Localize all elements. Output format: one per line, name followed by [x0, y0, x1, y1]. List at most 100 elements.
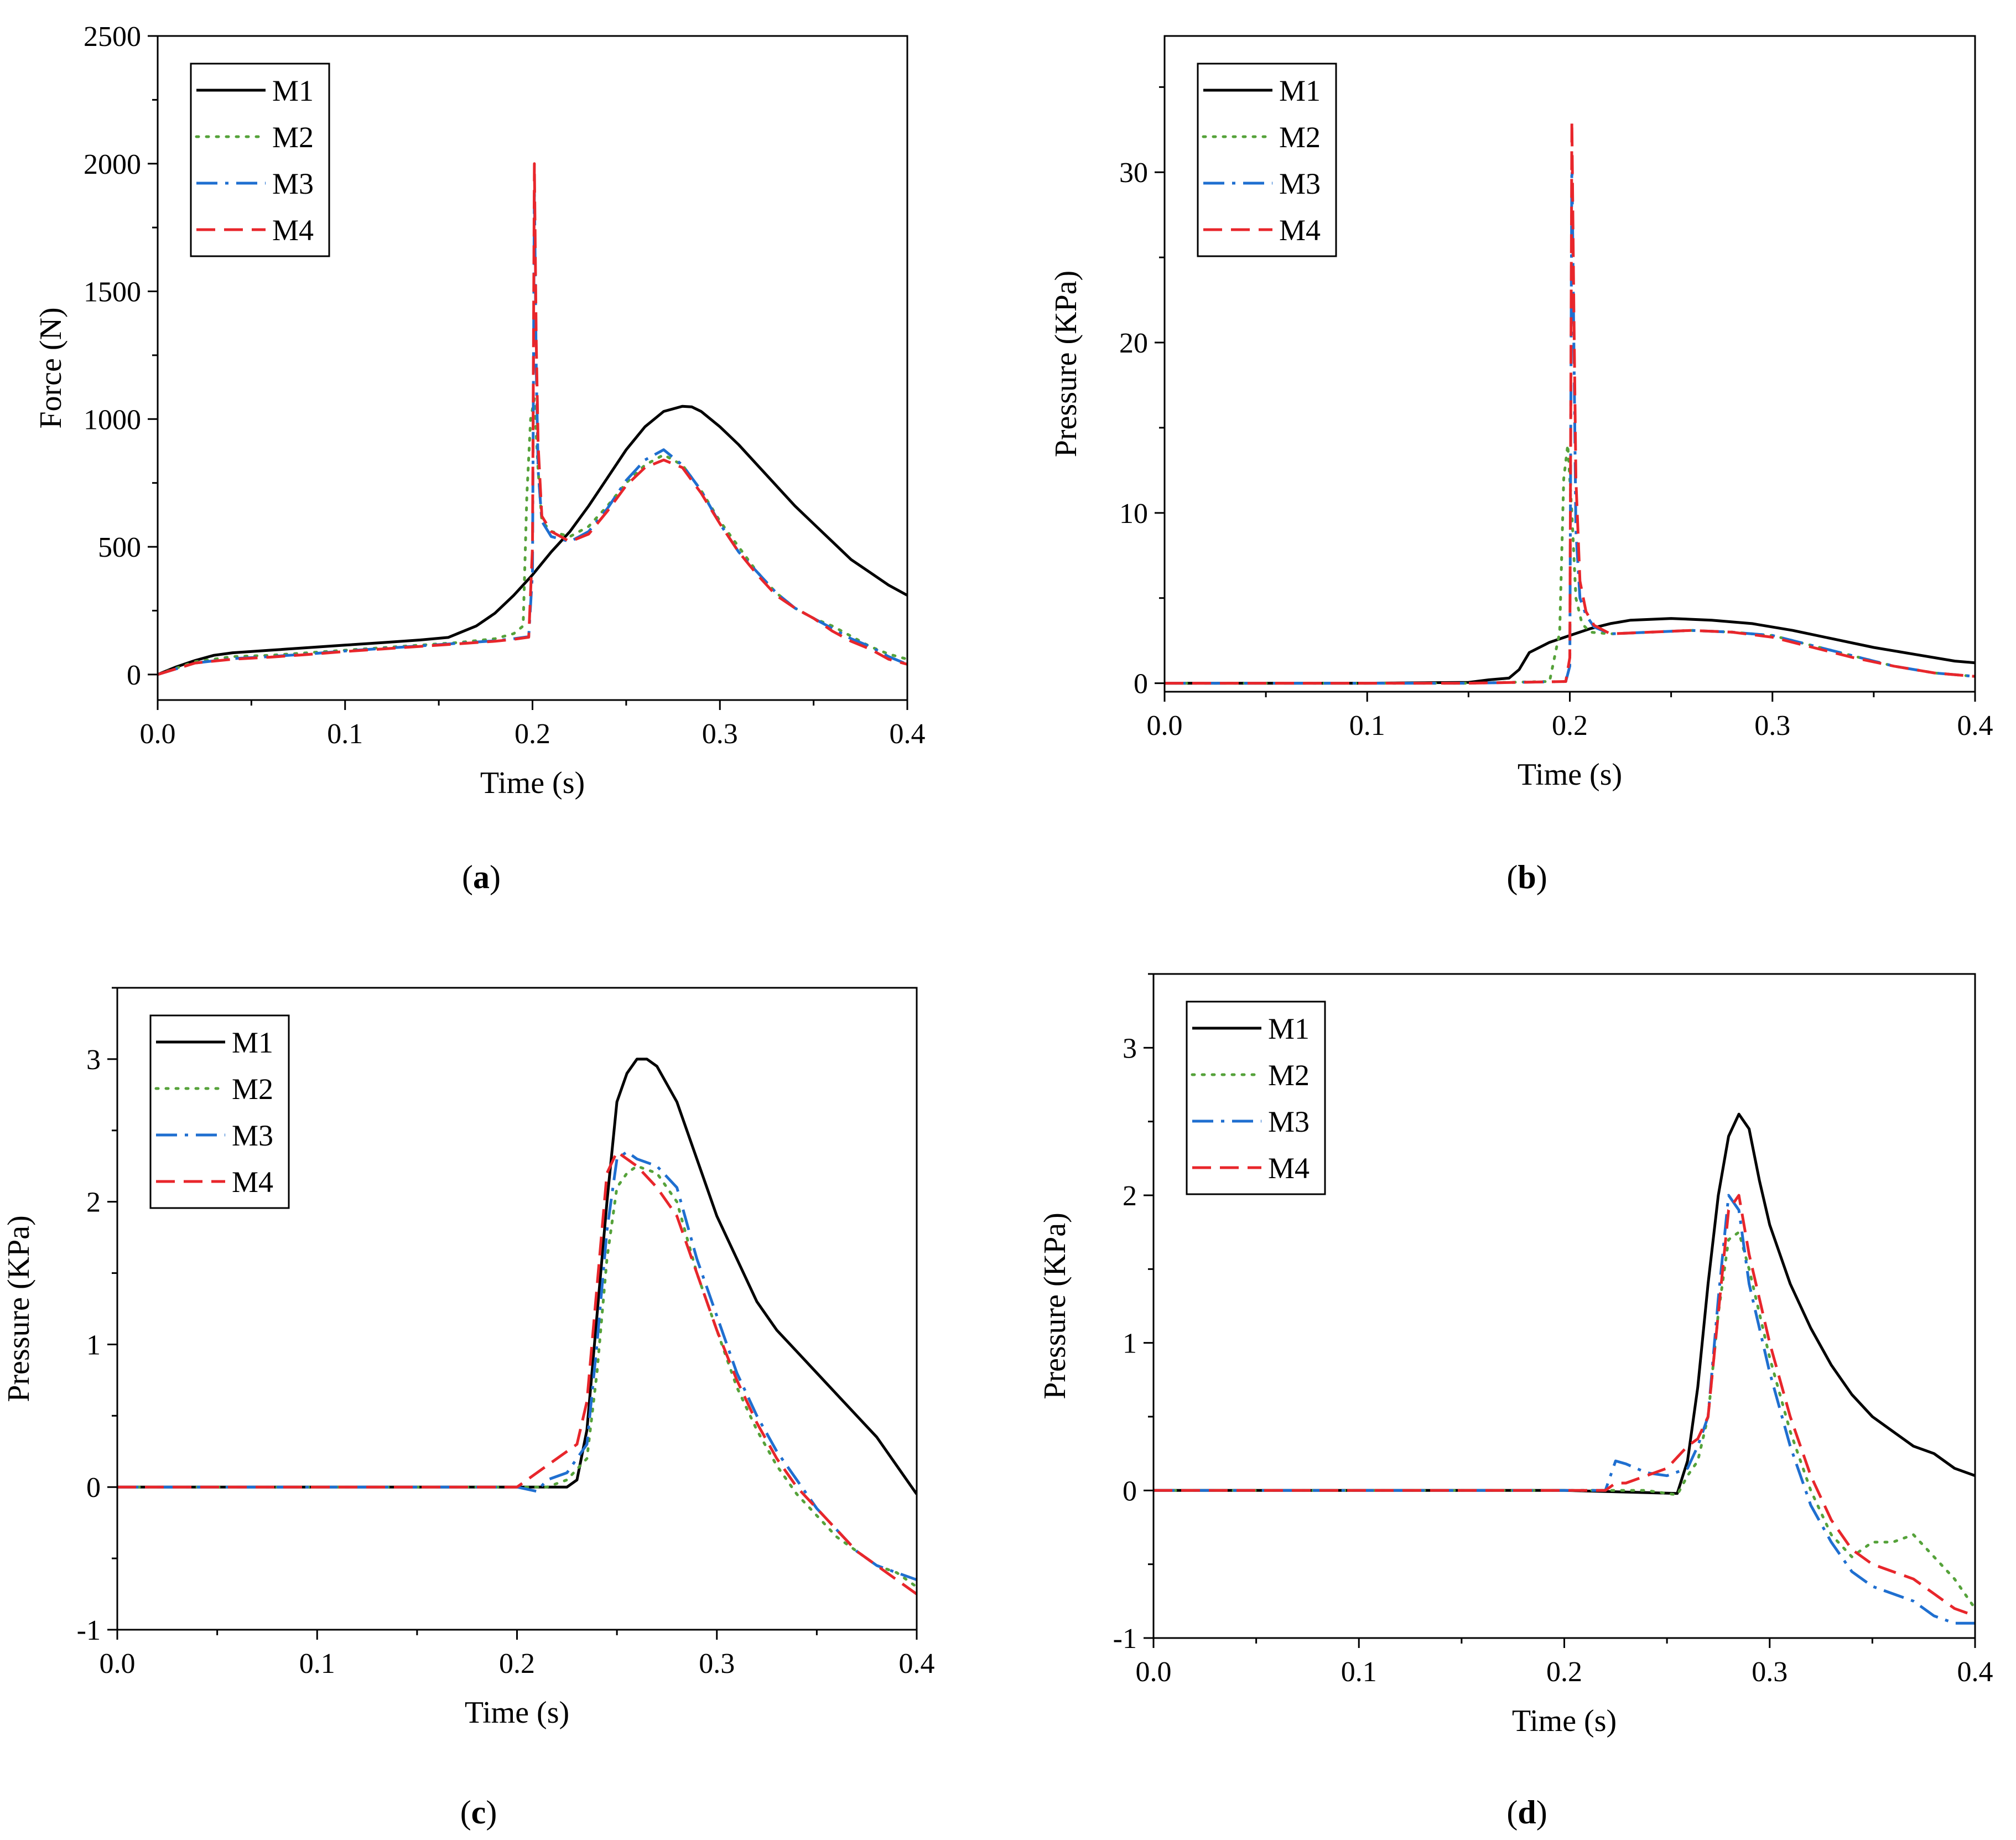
- x-tick-label: 0.1: [1349, 710, 1385, 742]
- x-axis-title: Time (s): [480, 766, 585, 800]
- y-tick-label: 1000: [84, 404, 141, 436]
- series-line-m3: [158, 188, 907, 676]
- y-tick-label: 0: [86, 1472, 101, 1504]
- legend-label-m4: M4: [272, 214, 314, 247]
- panel-caption: (b): [1506, 859, 1547, 895]
- legend-label-m2: M2: [1268, 1059, 1310, 1092]
- series-line-m1: [1154, 1112, 1975, 1495]
- x-tick-label: 0.3: [699, 1648, 735, 1680]
- y-tick-label: 1: [1123, 1328, 1137, 1360]
- y-tick-label: -1: [77, 1615, 101, 1646]
- x-tick-label: 0.1: [327, 718, 363, 750]
- y-tick-label: 0: [1134, 668, 1148, 700]
- y-tick-label: 3: [1123, 1033, 1137, 1064]
- series-line-m4: [117, 1150, 917, 1595]
- series-line-m1: [1165, 617, 1975, 685]
- y-tick-label: 3: [86, 1044, 101, 1076]
- series-line-m3: [1154, 1194, 1975, 1625]
- y-tick-label: 30: [1119, 157, 1148, 189]
- x-tick-label: 0.0: [100, 1648, 136, 1680]
- legend-label-m4: M4: [1268, 1152, 1310, 1185]
- series-line-m3: [117, 1150, 917, 1582]
- x-tick-label: 0.1: [1341, 1656, 1377, 1688]
- y-tick-label: 1: [86, 1329, 101, 1361]
- panel-caption-letter: a: [473, 859, 490, 895]
- legend-label-m3: M3: [272, 167, 314, 200]
- x-axis-title: Time (s): [465, 1696, 569, 1730]
- y-tick-label: 2: [1123, 1180, 1137, 1212]
- legend-label-m3: M3: [232, 1119, 273, 1152]
- y-axis-title: Pressure (KPa): [1049, 271, 1083, 457]
- x-axis-title: Time (s): [1518, 758, 1622, 792]
- legend-label-m1: M1: [232, 1026, 273, 1059]
- x-tick-label: 0.3: [1752, 1656, 1788, 1688]
- legend-label-m3: M3: [1268, 1105, 1310, 1138]
- panel-caption-letter: c: [471, 1794, 486, 1831]
- legend: M1 M2 M3 M4: [149, 1014, 290, 1209]
- panel-caption: (a): [462, 859, 501, 895]
- y-tick-label: 0: [127, 660, 141, 691]
- x-tick-label: 0.4: [1957, 1656, 1993, 1688]
- legend: M1 M2 M3 M4: [1186, 1001, 1326, 1195]
- legend-box: [1197, 63, 1337, 257]
- legend-box: [1186, 1001, 1326, 1195]
- panel-caption-letter: d: [1518, 1794, 1536, 1831]
- plot-area: [117, 1058, 917, 1595]
- x-tick-label: 0.0: [140, 718, 176, 750]
- y-tick-label: 1500: [84, 277, 141, 308]
- series-line-m3: [1165, 154, 1975, 685]
- x-tick-label: 0.3: [702, 718, 738, 750]
- series-line-m1: [117, 1058, 917, 1495]
- x-tick-label: 0.4: [1957, 710, 1993, 742]
- y-tick-label: -1: [1113, 1623, 1137, 1655]
- legend: M1 M2 M3 M4: [1197, 63, 1337, 257]
- chart-c: 0.0 0.1 0.2 0.3 0.4 -1 0 1 2 3 Time (s) Pressure (K…: [2, 987, 935, 1831]
- legend-label-m1: M1: [272, 74, 314, 107]
- legend-label-m3: M3: [1279, 167, 1321, 200]
- series-line-m2: [1165, 443, 1975, 685]
- legend-label-m2: M2: [232, 1072, 273, 1106]
- y-tick-label: 2000: [84, 149, 141, 180]
- x-axis-title: Time (s): [1512, 1704, 1617, 1738]
- x-tick-label: 0.4: [890, 718, 926, 750]
- plot-area: [1154, 1112, 1975, 1625]
- series-line-m4: [158, 162, 907, 676]
- legend-box: [149, 1014, 290, 1209]
- panel-caption-letter: b: [1518, 859, 1536, 895]
- legend: M1 M2 M3 M4: [190, 63, 330, 257]
- x-tick-label: 0.2: [499, 1648, 535, 1680]
- legend-label-m4: M4: [1279, 214, 1321, 247]
- chart-a: 0.0 0.1 0.2 0.3 0.4 0 500 1000 1500 2000 2500 Time …: [34, 21, 926, 895]
- x-tick-label: 0.0: [1136, 1656, 1172, 1688]
- series-line-m2: [117, 1164, 917, 1589]
- series-line-m1: [158, 405, 907, 676]
- panel-caption: (c): [460, 1794, 497, 1831]
- legend-label-m2: M2: [272, 121, 314, 154]
- legend-label-m1: M1: [1268, 1012, 1310, 1045]
- x-tick-label: 0.3: [1754, 710, 1790, 742]
- y-tick-label: 20: [1119, 328, 1148, 359]
- y-axis-title: Pressure (KPa): [1038, 1212, 1072, 1399]
- chart-d: 0.0 0.1 0.2 0.3 0.4 -1 0 1 2 3 Time (s) Pressure (K…: [1038, 973, 1993, 1831]
- plot-area: [1165, 120, 1975, 685]
- legend-label-m1: M1: [1279, 74, 1321, 107]
- y-axis-title: Pressure (KPa): [2, 1215, 36, 1402]
- x-tick-label: 0.1: [299, 1648, 335, 1680]
- x-tick-label: 0.2: [515, 718, 550, 750]
- plot-area: [158, 162, 907, 676]
- legend-label-m4: M4: [232, 1165, 273, 1199]
- chart-b: 0.0 0.1 0.2 0.3 0.4 0 10 20 30 Time (s) Pressure (…: [1049, 35, 1993, 895]
- x-tick-label: 0.2: [1552, 710, 1588, 742]
- y-tick-label: 10: [1119, 498, 1148, 530]
- series-line-m4: [1154, 1194, 1975, 1618]
- x-tick-label: 0.0: [1147, 710, 1183, 742]
- legend-label-m2: M2: [1279, 121, 1321, 154]
- y-axis-title: Force (N): [34, 307, 68, 428]
- y-tick-label: 500: [98, 532, 141, 563]
- legend-box: [190, 63, 330, 257]
- x-tick-label: 0.4: [899, 1648, 935, 1680]
- x-tick-label: 0.2: [1546, 1656, 1582, 1688]
- y-tick-label: 2500: [84, 21, 141, 53]
- panel-caption: (d): [1506, 1794, 1547, 1831]
- y-tick-label: 0: [1123, 1475, 1137, 1507]
